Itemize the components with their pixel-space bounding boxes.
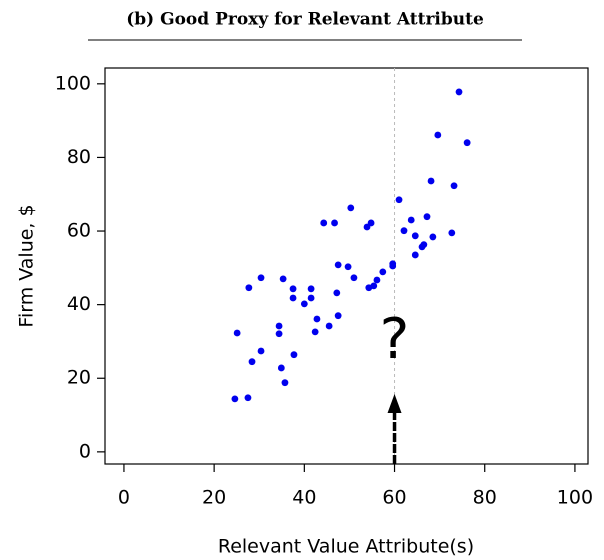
- x-axis-label: Relevant Value Attribute(s): [218, 536, 474, 558]
- point: [367, 219, 375, 227]
- point: [395, 196, 403, 204]
- y-tick-label: 20: [67, 367, 91, 389]
- point: [411, 251, 419, 259]
- point: [463, 139, 471, 147]
- x-tick-label: 40: [292, 487, 316, 509]
- point: [289, 285, 297, 293]
- point: [344, 263, 352, 271]
- point: [277, 364, 285, 372]
- point: [347, 204, 355, 212]
- chart-title: (b) Good Proxy for Relevant Attribute: [126, 10, 484, 30]
- point: [427, 177, 435, 185]
- point: [307, 294, 315, 302]
- point: [448, 229, 456, 237]
- annotation: ?: [380, 307, 410, 372]
- point: [311, 328, 319, 336]
- point: [313, 315, 321, 323]
- point: [233, 329, 241, 337]
- point: [257, 347, 265, 355]
- x-tick-label: 80: [473, 487, 497, 509]
- point: [320, 219, 328, 227]
- point: [334, 312, 342, 320]
- point: [248, 358, 256, 366]
- arrow-head: [387, 394, 402, 413]
- point: [407, 216, 415, 224]
- point: [334, 261, 342, 269]
- point: [331, 219, 338, 227]
- point: [279, 275, 287, 283]
- y-tick-label: 80: [67, 146, 91, 168]
- point: [450, 182, 458, 190]
- point: [423, 213, 431, 221]
- point: [275, 322, 283, 330]
- point: [400, 227, 408, 235]
- point: [231, 395, 239, 403]
- point: [373, 276, 381, 284]
- point: [370, 282, 378, 290]
- point: [411, 232, 419, 240]
- x-tick-label: 20: [202, 487, 226, 509]
- point: [245, 284, 253, 292]
- y-tick-label: 60: [67, 220, 91, 242]
- y-axis-label: Firm Value, $: [16, 204, 38, 327]
- point: [420, 241, 428, 249]
- point: [455, 88, 463, 96]
- point: [389, 260, 397, 268]
- point: [289, 294, 297, 302]
- x-tick-label: 0: [118, 487, 130, 509]
- point: [333, 289, 341, 297]
- x-tick-label: 100: [557, 487, 593, 509]
- y-tick-label: 100: [55, 72, 91, 94]
- x-tick-label: 60: [382, 487, 406, 509]
- point: [290, 351, 298, 359]
- point: [300, 300, 308, 308]
- plot-frame: [104, 67, 589, 465]
- point: [257, 274, 265, 282]
- point: [244, 394, 252, 402]
- point: [275, 330, 283, 338]
- y-tick-label: 40: [67, 293, 91, 315]
- point: [325, 322, 333, 330]
- point: [434, 131, 442, 139]
- y-tick-label: 0: [79, 440, 91, 462]
- point: [429, 233, 437, 241]
- point: [350, 274, 358, 282]
- point: [379, 268, 387, 276]
- point: [307, 285, 315, 293]
- point: [281, 379, 289, 387]
